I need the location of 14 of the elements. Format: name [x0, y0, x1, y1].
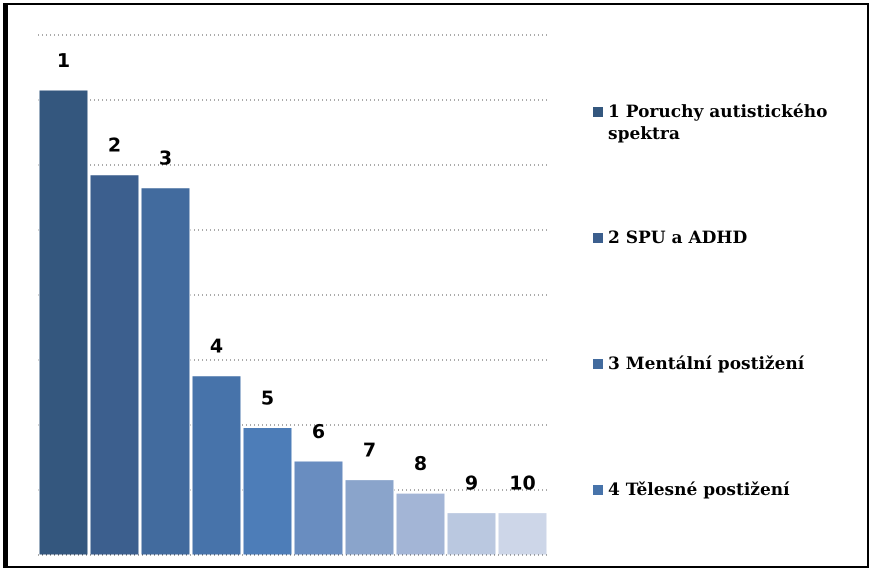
x-tick-label: 10 [509, 472, 536, 495]
legend-label: 4 Tělesné postižení [608, 479, 790, 501]
x-tick-label: 8 [414, 453, 428, 476]
x-tick-label: 1 [56, 50, 70, 72]
x-tick-label: 4 [210, 336, 224, 358]
legend-label: 2 SPU a ADHD [608, 227, 748, 249]
x-tick-label: 5 [260, 387, 274, 410]
legend-label: 3 Mentální postižení [608, 353, 804, 375]
x-tick-label: 3 [158, 148, 172, 170]
x-tick-label: 6 [312, 420, 326, 443]
legend-label: 1 Poruchy autistického spektra [608, 101, 828, 145]
x-tick-label: 7 [362, 440, 376, 462]
x-tick-label: 2 [108, 134, 122, 157]
x-tick-label: 9 [464, 472, 478, 495]
